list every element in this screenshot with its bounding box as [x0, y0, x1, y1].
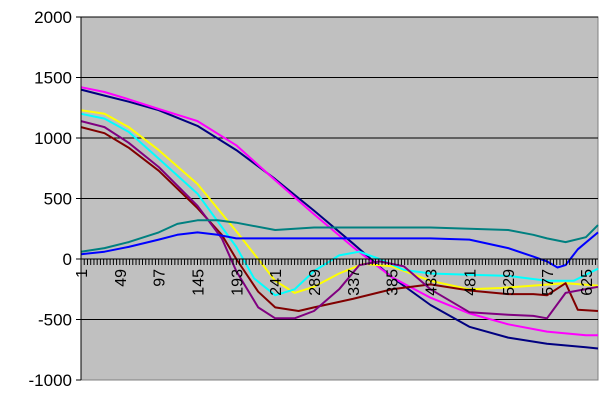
series-line-6: [80, 120, 599, 320]
gridlines: [81, 16, 598, 320]
x-tick-label: 241: [268, 269, 285, 296]
x-tick-label: 385: [385, 269, 402, 296]
x-tick-label: 49: [113, 269, 130, 287]
x-tick-label: 337: [346, 269, 363, 296]
x-axis-ticks: 1 49 97 145 193 241 289 337 385 433 481 529 577 625: [74, 269, 596, 296]
series-line-8: [80, 231, 599, 269]
series-line-7: [80, 219, 599, 253]
y-tick-label: 1500: [34, 69, 72, 88]
y-tick-label: 0: [63, 250, 72, 269]
x-tick-label: 289: [307, 269, 324, 296]
x-tick-label: 625: [579, 269, 596, 296]
y-tick-label: -500: [38, 311, 72, 330]
y-axis-ticks: -1000 -500 0 500 1000 1500 2000: [29, 8, 81, 390]
y-tick-label: 2000: [34, 8, 72, 27]
y-tick-label: -1000: [29, 371, 72, 390]
y-tick-label: 1000: [34, 129, 72, 148]
series-line-2: [80, 86, 598, 337]
x-tick-label: 193: [229, 269, 246, 296]
series-line-3: [80, 109, 599, 294]
x-tick-label: 433: [424, 269, 441, 296]
x-tick-label: 1: [74, 269, 91, 278]
x-tick-label: 577: [540, 269, 557, 296]
series-line-5: [80, 126, 599, 312]
x-tick-label: 97: [152, 269, 169, 287]
x-tick-label: 145: [191, 269, 208, 296]
x-tick-label: 481: [462, 269, 479, 296]
x-tick-label: 529: [501, 269, 518, 296]
y-tick-label: 500: [44, 190, 72, 209]
